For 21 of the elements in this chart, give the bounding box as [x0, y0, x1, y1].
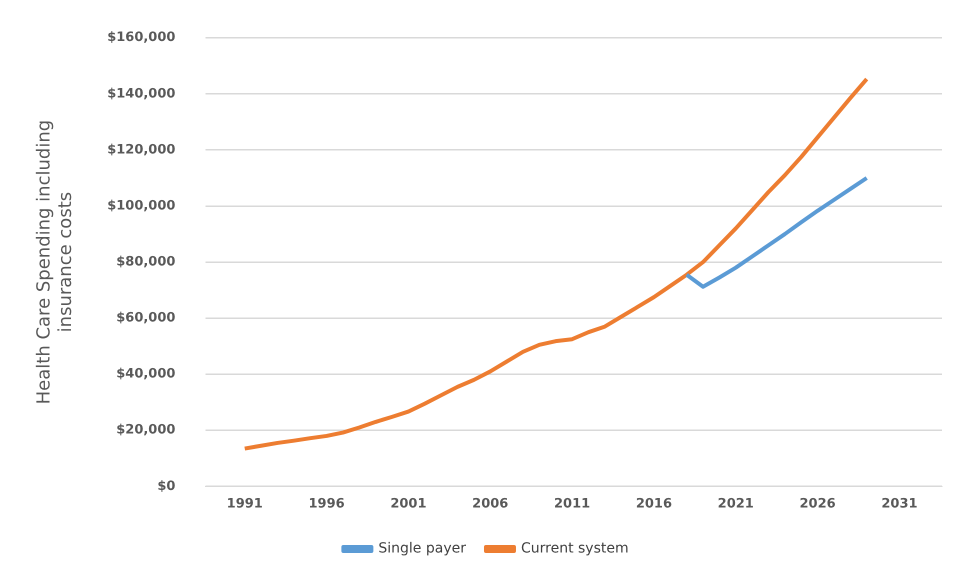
y-tick-label: $0 — [157, 478, 176, 494]
x-tick-label: 1996 — [308, 496, 345, 512]
y-tick-label: $40,000 — [116, 366, 176, 382]
x-tick-label: 2026 — [800, 496, 836, 512]
x-tick-label: 2016 — [636, 496, 672, 512]
legend-label: Current system — [520, 540, 629, 557]
x-tick-label: 2006 — [472, 496, 508, 512]
y-tick-label: $20,000 — [116, 422, 176, 438]
legend-label: Single payer — [378, 540, 466, 557]
x-tick-label: 2011 — [554, 496, 590, 512]
y-tick-label: $80,000 — [116, 254, 176, 270]
y-axis-title: Health Care Spending including insurance costs — [33, 120, 76, 404]
x-tick-label: 2031 — [881, 496, 918, 512]
y-tick-label: $120,000 — [107, 142, 176, 158]
y-tick-label: $160,000 — [107, 30, 176, 46]
x-tick-label: 1991 — [226, 496, 263, 512]
x-tick-label: 2001 — [390, 496, 427, 512]
y-tick-label: $60,000 — [116, 310, 176, 326]
x-tick-label: 2021 — [718, 496, 754, 512]
y-tick-label: $140,000 — [107, 86, 176, 102]
y-tick-label: $100,000 — [107, 198, 176, 214]
